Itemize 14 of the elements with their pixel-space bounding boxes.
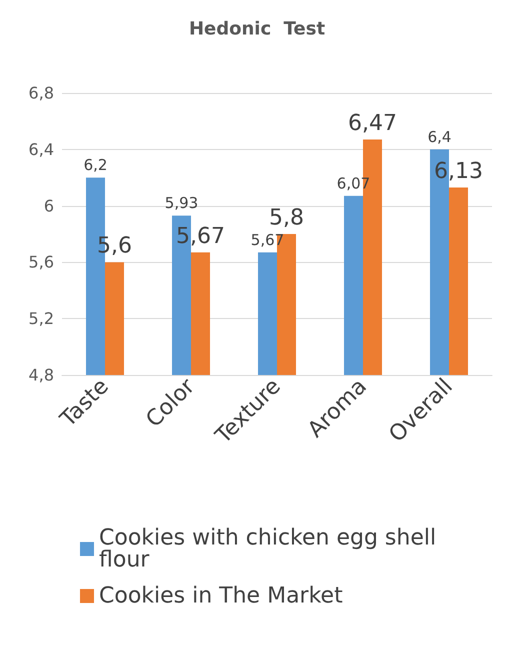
- y-tick-label: 6,8: [28, 84, 54, 102]
- data-label: 5,93: [164, 194, 198, 212]
- legend-label: Cookies with chicken egg shell flour: [99, 526, 444, 572]
- y-tick-label: 5,2: [28, 309, 54, 328]
- chart-title: Hedonic Test: [188, 18, 326, 40]
- data-label: 5,8: [269, 206, 304, 230]
- data-label: 6,4: [428, 128, 452, 146]
- data-label: 6,2: [84, 156, 108, 174]
- data-label: 6,47: [348, 111, 397, 136]
- y-tick-label: 6: [44, 196, 54, 216]
- y-tick-label: 6,4: [28, 140, 54, 159]
- legend-label: Cookies in The Market: [99, 584, 344, 608]
- y-tick-label: 5,6: [28, 252, 54, 272]
- y-tick-label: 4,8: [28, 366, 54, 384]
